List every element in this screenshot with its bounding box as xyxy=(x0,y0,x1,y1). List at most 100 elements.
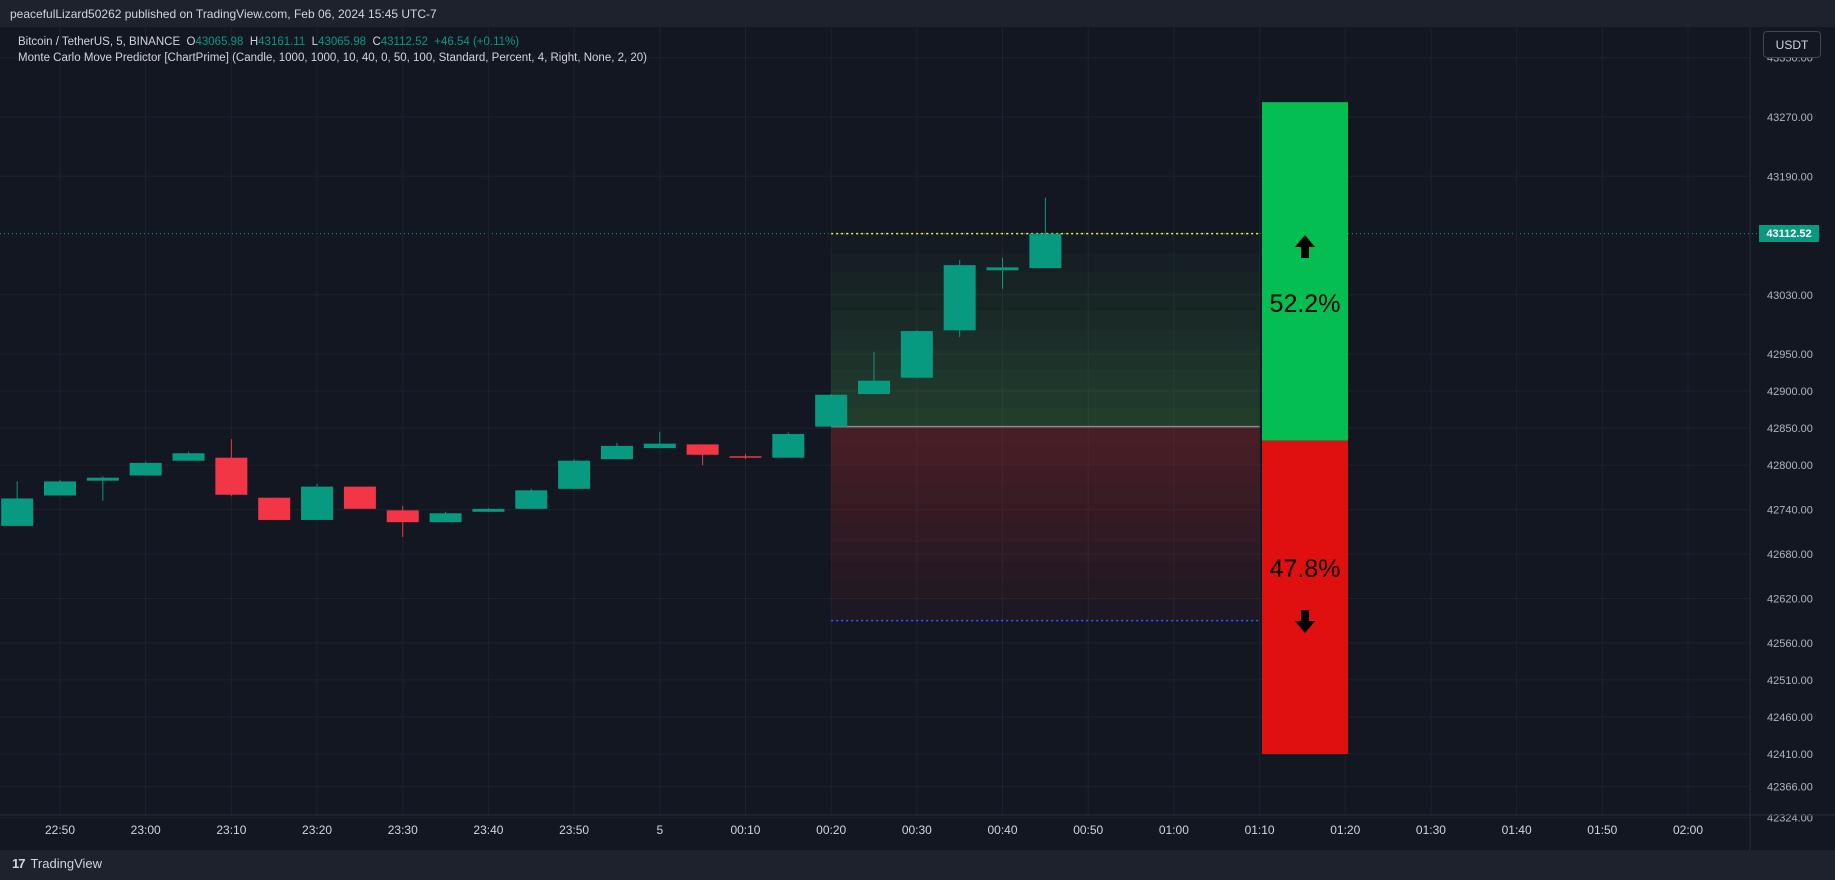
up-projection-band xyxy=(831,310,1260,331)
x-tick-label: 00:20 xyxy=(816,823,846,837)
candle xyxy=(600,442,633,460)
y-tick-label: 42800.00 xyxy=(1767,460,1813,472)
x-tick-label: 02:00 xyxy=(1673,823,1703,837)
probability-bar: 52.2% 47.8% xyxy=(1262,102,1348,754)
y-tick-label: 42850.00 xyxy=(1767,423,1813,435)
down-projection-band xyxy=(831,523,1260,544)
down-projection-band xyxy=(831,581,1260,602)
change-value: +46.54 (+0.11%) xyxy=(434,36,520,48)
candle-body xyxy=(1,498,34,526)
y-tick-label: 42950.00 xyxy=(1767,349,1813,361)
up-projection-band xyxy=(831,291,1260,311)
up-projection-band xyxy=(831,388,1260,408)
open-label: O xyxy=(186,36,196,48)
candle xyxy=(129,461,162,476)
up-probability-block xyxy=(1262,102,1348,441)
x-tick-label: 01:50 xyxy=(1587,823,1617,837)
y-tick-label: 42510.00 xyxy=(1767,675,1813,687)
y-tick-label: 42740.00 xyxy=(1767,505,1813,517)
x-tick-label: 23:30 xyxy=(388,823,418,837)
candle-body xyxy=(643,443,676,449)
candle xyxy=(343,486,376,509)
candle xyxy=(44,479,76,496)
candle-body xyxy=(258,497,291,520)
last-price-label: 43112.52 xyxy=(1759,225,1819,242)
candle-body xyxy=(858,380,890,395)
y-tick-label: 42900.00 xyxy=(1767,386,1813,398)
symbol-legend-row: Bitcoin / TetherUS, 5, BINANCE O 43065.98… xyxy=(18,34,647,50)
y-tick-label: 42680.00 xyxy=(1767,549,1813,561)
publish-text: peacefulLizard50262 published on Trading… xyxy=(10,7,437,21)
price-chart[interactable]: 52.2% 47.8% 43350.0043270.0043190.0043030… xyxy=(0,27,1835,850)
x-tick-label: 23:10 xyxy=(216,823,246,837)
candle-body xyxy=(686,444,719,455)
close-value: 43112.52 xyxy=(380,36,428,48)
down-projection-band xyxy=(831,426,1260,447)
down-projection-band xyxy=(831,601,1260,621)
candle-body xyxy=(129,462,162,476)
down-projection-band xyxy=(831,465,1260,485)
candle xyxy=(1029,197,1062,269)
x-tick-label: 01:30 xyxy=(1416,823,1446,837)
low-label: L xyxy=(311,36,319,48)
candle xyxy=(815,394,848,427)
high-value: 43161.11 xyxy=(258,36,306,48)
currency-button[interactable]: USDT xyxy=(1763,31,1821,58)
x-tick-label: 00:50 xyxy=(1073,823,1103,837)
candle xyxy=(943,259,976,337)
candle-body xyxy=(515,490,548,509)
candle xyxy=(472,508,505,512)
candle-body xyxy=(943,265,976,331)
x-tick-label: 5 xyxy=(656,823,663,837)
projection-zone xyxy=(831,232,1260,622)
candle xyxy=(215,439,248,497)
x-tick-label: 00:10 xyxy=(730,823,760,837)
y-tick-label: 42460.00 xyxy=(1767,712,1813,724)
candle-body xyxy=(558,460,591,489)
candle-body xyxy=(900,331,933,378)
candle xyxy=(900,330,933,378)
candle-body xyxy=(215,457,248,495)
up-projection-band xyxy=(831,272,1260,292)
up-projection-band xyxy=(831,349,1260,369)
up-probability-label: 52.2% xyxy=(1270,290,1341,318)
candle xyxy=(729,454,762,460)
y-tick-label: 42620.00 xyxy=(1767,593,1813,605)
candle-body xyxy=(472,508,505,512)
x-tick-label: 00:30 xyxy=(902,823,932,837)
candle-body xyxy=(86,477,119,481)
candle-body xyxy=(301,486,334,520)
chart-legend: Bitcoin / TetherUS, 5, BINANCE O 43065.98… xyxy=(18,34,647,66)
indicator-legend[interactable]: Monte Carlo Move Predictor [ChartPrime] … xyxy=(18,52,648,64)
candle xyxy=(858,351,890,395)
y-tick-label: 42324.00 xyxy=(1767,813,1813,825)
up-projection-band xyxy=(831,368,1260,389)
publish-bar: peacefulLizard50262 published on Trading… xyxy=(0,0,1835,27)
x-tick-label: 00:40 xyxy=(988,823,1018,837)
low-value: 43065.98 xyxy=(318,36,367,48)
candle xyxy=(429,511,462,523)
y-tick-label: 43270.00 xyxy=(1767,112,1813,124)
y-tick-label: 43030.00 xyxy=(1767,290,1813,302)
down-projection-band xyxy=(831,543,1260,563)
candle xyxy=(643,431,676,449)
arrow-down-icon xyxy=(1295,610,1315,633)
down-projection-band xyxy=(831,446,1260,466)
axes: 43350.0043270.0043190.0043030.0042950.00… xyxy=(0,27,1835,850)
high-label: H xyxy=(249,36,259,48)
x-tick-label: 01:00 xyxy=(1159,823,1189,837)
candles xyxy=(1,197,1062,537)
candle-body xyxy=(729,456,762,458)
candle xyxy=(86,476,119,501)
brand[interactable]: 17 TradingView xyxy=(12,856,102,871)
tradingview-logo-icon: 17 xyxy=(12,856,26,871)
y-tick-label: 42366.00 xyxy=(1767,782,1813,794)
symbol-name[interactable]: Bitcoin / TetherUS, 5, BINANCE xyxy=(18,36,181,48)
candle-body xyxy=(1029,233,1062,269)
y-tick-label: 42560.00 xyxy=(1767,638,1813,650)
down-probability-label: 47.8% xyxy=(1270,555,1341,583)
arrow-up-icon xyxy=(1295,235,1315,258)
down-projection-band xyxy=(831,504,1260,524)
chart-grid xyxy=(0,27,1759,819)
candle xyxy=(986,257,1019,289)
